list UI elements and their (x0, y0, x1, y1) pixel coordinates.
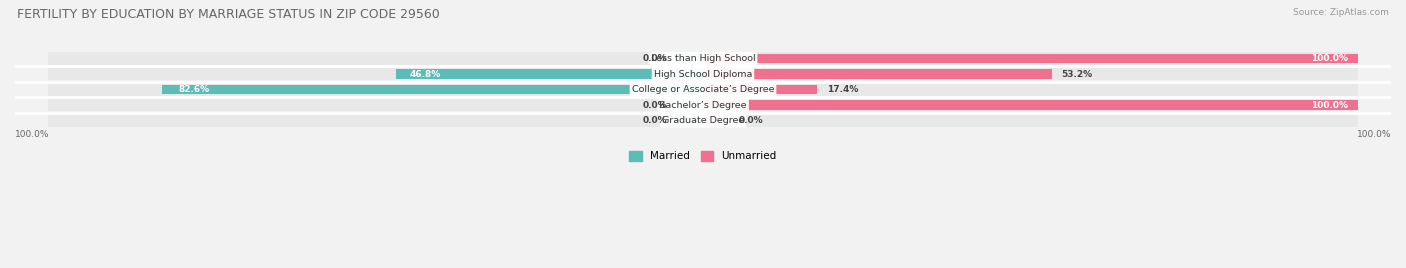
Text: 17.4%: 17.4% (827, 85, 858, 94)
Text: 0.0%: 0.0% (643, 116, 666, 125)
Bar (703, 100, 1358, 110)
Text: 100.0%: 100.0% (1312, 54, 1348, 63)
Bar (671, 116, 703, 126)
Text: High School Diploma: High School Diploma (654, 69, 752, 79)
Text: Bachelor’s Degree: Bachelor’s Degree (659, 101, 747, 110)
Bar (703, 69, 1052, 79)
Text: 100.0%: 100.0% (1312, 101, 1348, 110)
Bar (48, 68, 1358, 80)
Bar (48, 52, 1358, 65)
Bar (703, 85, 817, 95)
Text: Less than High School: Less than High School (651, 54, 755, 63)
Text: FERTILITY BY EDUCATION BY MARRIAGE STATUS IN ZIP CODE 29560: FERTILITY BY EDUCATION BY MARRIAGE STATU… (17, 8, 440, 21)
Bar (703, 54, 1358, 63)
Text: 100.0%: 100.0% (15, 130, 49, 139)
Text: 100.0%: 100.0% (1357, 130, 1391, 139)
Text: 53.2%: 53.2% (1062, 69, 1092, 79)
Bar (671, 100, 703, 110)
Text: Source: ZipAtlas.com: Source: ZipAtlas.com (1294, 8, 1389, 17)
Text: College or Associate’s Degree: College or Associate’s Degree (631, 85, 775, 94)
Bar (703, 116, 735, 126)
Text: 0.0%: 0.0% (643, 101, 666, 110)
Bar (162, 85, 703, 95)
Legend: Married, Unmarried: Married, Unmarried (626, 147, 780, 166)
Bar (48, 115, 1358, 127)
Text: 46.8%: 46.8% (409, 69, 440, 79)
Bar (396, 69, 703, 79)
Text: 82.6%: 82.6% (179, 85, 209, 94)
Bar (48, 99, 1358, 111)
Bar (671, 54, 703, 63)
Text: 0.0%: 0.0% (740, 116, 763, 125)
Bar (48, 84, 1358, 96)
Text: Graduate Degree: Graduate Degree (662, 116, 744, 125)
Text: 0.0%: 0.0% (643, 54, 666, 63)
